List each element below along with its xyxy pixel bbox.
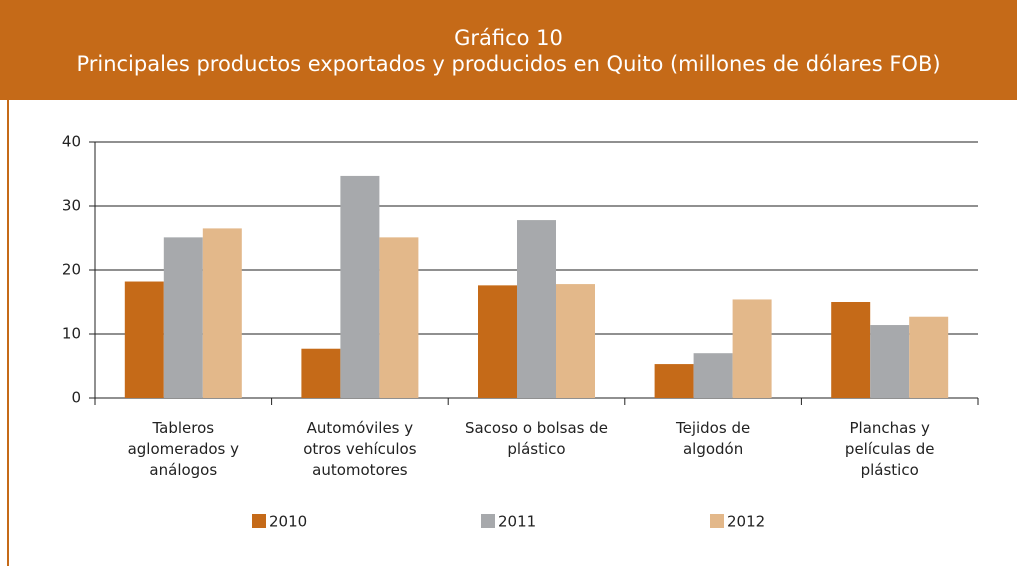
x-tick-label: Tableros aglomerados y análogos [127, 419, 239, 479]
bar [654, 364, 694, 398]
bar [732, 299, 772, 398]
bar [124, 281, 164, 398]
y-tick-label: 10 [62, 325, 81, 343]
x-tick-label: Tejidos de algodón [675, 419, 751, 458]
bar [301, 348, 341, 398]
x-tick-label: Sacoso o bolsas de plástico [464, 419, 609, 458]
chart-title: Gráfico 10 [454, 26, 563, 50]
bar [831, 302, 871, 398]
legend-swatch [252, 514, 266, 528]
y-tick-label: 0 [71, 389, 81, 407]
bar [870, 325, 910, 398]
legend-label: 2012 [727, 513, 765, 531]
edge-line [7, 100, 9, 566]
x-tick-label: Planchas y películas de plástico [844, 419, 935, 479]
bar [693, 353, 733, 398]
bar [340, 175, 380, 398]
bar [163, 237, 203, 398]
bar [379, 237, 419, 398]
legend-label: 2011 [498, 513, 536, 531]
bar [478, 285, 517, 398]
y-tick-label: 30 [62, 197, 81, 215]
legend-swatch [481, 514, 495, 528]
y-tick-label: 40 [62, 133, 81, 151]
legend-swatch [710, 514, 724, 528]
legend-label: 2010 [269, 513, 307, 531]
bar [517, 220, 556, 398]
y-tick-label: 20 [62, 261, 81, 279]
header: Gráfico 10 Principales productos exporta… [0, 0, 1017, 100]
chart-subtitle: Principales productos exportados y produ… [76, 52, 941, 76]
bar [556, 284, 595, 398]
bar [909, 316, 949, 398]
bar [202, 228, 242, 398]
x-tick-label: Automóviles y otros vehículos automotore… [303, 419, 417, 479]
